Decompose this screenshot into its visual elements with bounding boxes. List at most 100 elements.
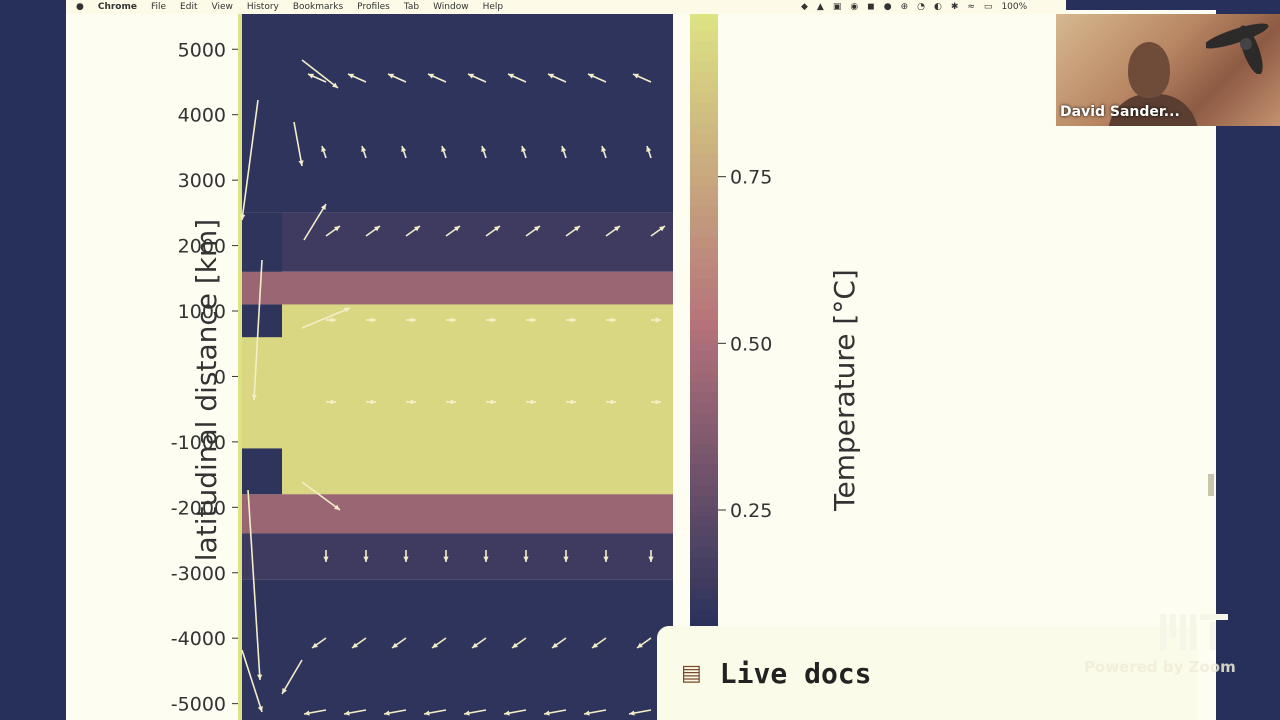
menu-view[interactable]: View [211, 2, 233, 12]
colorbar-segment [690, 464, 718, 476]
colorbar-tick-label: 0.50 [730, 333, 772, 355]
colorbar-segment [690, 278, 718, 290]
colorbar [690, 10, 718, 631]
colorbar-segment [690, 361, 718, 373]
status-icon[interactable]: ◉ [850, 2, 859, 12]
velocity-arrow [587, 73, 607, 83]
velocity-arrow [526, 317, 536, 323]
y-tick-label: -2000 [171, 497, 226, 519]
heatmap-band [238, 212, 673, 272]
velocity-arrow [606, 399, 616, 405]
velocity-arrow [247, 489, 263, 681]
velocity-arrow [351, 637, 367, 649]
velocity-arrow [361, 145, 367, 159]
colorbar-segment [690, 123, 718, 135]
velocity-arrow [251, 259, 263, 401]
heatmap-band [238, 533, 673, 580]
velocity-arrow [471, 637, 487, 649]
y-tick-label: 2000 [178, 236, 226, 258]
heatmap-band [238, 579, 673, 720]
temperature-plot: 5000 4000 3000 2000 1000 0 -1000 -2000 -3000 -400… [171, 10, 861, 720]
velocity-arrow [446, 317, 456, 323]
velocity-arrow [403, 550, 409, 562]
colorbar-ticks: 0.75 0.50 0.25 [718, 167, 772, 522]
velocity-arrow [323, 550, 329, 562]
colorbar-label: Temperature [°C] [828, 269, 861, 512]
colorbar-segment [690, 41, 718, 53]
status-icon[interactable]: ◔ [917, 2, 925, 12]
status-icon[interactable]: ◐ [933, 2, 942, 12]
velocity-arrow [648, 550, 654, 562]
colorbar-segment [690, 103, 718, 115]
colorbar-segment [690, 309, 718, 321]
colorbar-segment [690, 392, 718, 404]
y-tick-label: 3000 [178, 170, 226, 192]
menu-app-name[interactable]: Chrome [97, 2, 137, 12]
menu-bookmarks[interactable]: Bookmarks [292, 2, 344, 12]
heatmap-band [238, 10, 673, 213]
velocity-arrow [326, 317, 336, 323]
colorbar-segment [690, 547, 718, 559]
velocity-arrow [651, 317, 661, 323]
menu-help[interactable]: Help [482, 2, 504, 12]
status-icons: ◆ ▲ ▣ ◉ ◼ ● ⊕ ◔ ◐ ✱ ≈ ▭ 100% [795, 0, 1060, 14]
menu-window[interactable]: Window [433, 2, 469, 12]
colorbar-segment [690, 609, 718, 621]
velocity-arrow [507, 73, 527, 83]
velocity-arrow [603, 550, 609, 562]
velocity-arrow [445, 225, 461, 237]
battery-icon[interactable]: ▭ [983, 2, 993, 12]
colorbar-segment [690, 382, 718, 394]
velocity-arrow [387, 73, 407, 83]
velocity-arrow [383, 709, 407, 716]
mit-logo [1160, 614, 1228, 650]
menu-history[interactable]: History [246, 2, 279, 12]
velocity-arrow [543, 709, 567, 716]
velocity-arrow [363, 550, 369, 562]
status-icon[interactable]: ● [883, 2, 892, 12]
velocity-arrow [523, 550, 529, 562]
velocity-arrow [405, 225, 421, 237]
colorbar-segment [690, 185, 718, 197]
velocity-arrow [423, 709, 447, 716]
velocity-arrow [427, 73, 447, 83]
colorbar-segment [690, 454, 718, 466]
colorbar-segment [690, 557, 718, 569]
status-icon[interactable]: ◆ [801, 2, 808, 12]
webcam-tile[interactable]: David Sander... [1056, 14, 1280, 126]
status-icon[interactable]: ▣ [832, 2, 842, 12]
velocity-arrow [601, 145, 607, 159]
status-icon[interactable]: ✱ [950, 2, 959, 12]
status-icon[interactable]: ▲ [816, 2, 824, 12]
y-axis-ticks: 5000 4000 3000 2000 1000 0 -1000 -2000 -3000 -400… [171, 39, 238, 716]
status-icon[interactable]: ⊕ [900, 2, 909, 12]
colorbar-segment [690, 485, 718, 497]
colorbar-segment [690, 340, 718, 352]
colorbar-segment [690, 10, 718, 22]
menu-profiles[interactable]: Profiles [357, 2, 390, 12]
colorbar-segment [690, 423, 718, 435]
powered-by-zoom: Powered by Zoom [1084, 658, 1236, 676]
velocity-arrow [651, 399, 661, 405]
colorbar-tick-label: 0.75 [730, 167, 772, 189]
menu-edit[interactable]: Edit [180, 2, 198, 12]
menu-tab[interactable]: Tab [403, 2, 420, 12]
heatmap-band [238, 271, 673, 305]
heatmap-band [238, 494, 673, 534]
colorbar-segment [690, 516, 718, 528]
velocity-arrow [521, 145, 527, 159]
velocity-arrow [486, 399, 496, 405]
live-docs-banner[interactable]: ▤ Live docs [657, 626, 1197, 720]
colorbar-segment [690, 82, 718, 94]
wifi-icon[interactable]: ≈ [967, 2, 975, 12]
colorbar-tick-label: 0.25 [730, 500, 772, 522]
colorbar-segment [690, 258, 718, 270]
menu-file[interactable]: File [150, 2, 167, 12]
apple-icon[interactable]: ● [76, 2, 84, 12]
velocity-arrow [561, 145, 567, 159]
velocity-arrow [307, 73, 327, 83]
colorbar-segment [690, 289, 718, 301]
velocity-arrow [566, 317, 576, 323]
status-icon[interactable]: ◼ [867, 2, 875, 12]
person-head [1128, 42, 1170, 98]
